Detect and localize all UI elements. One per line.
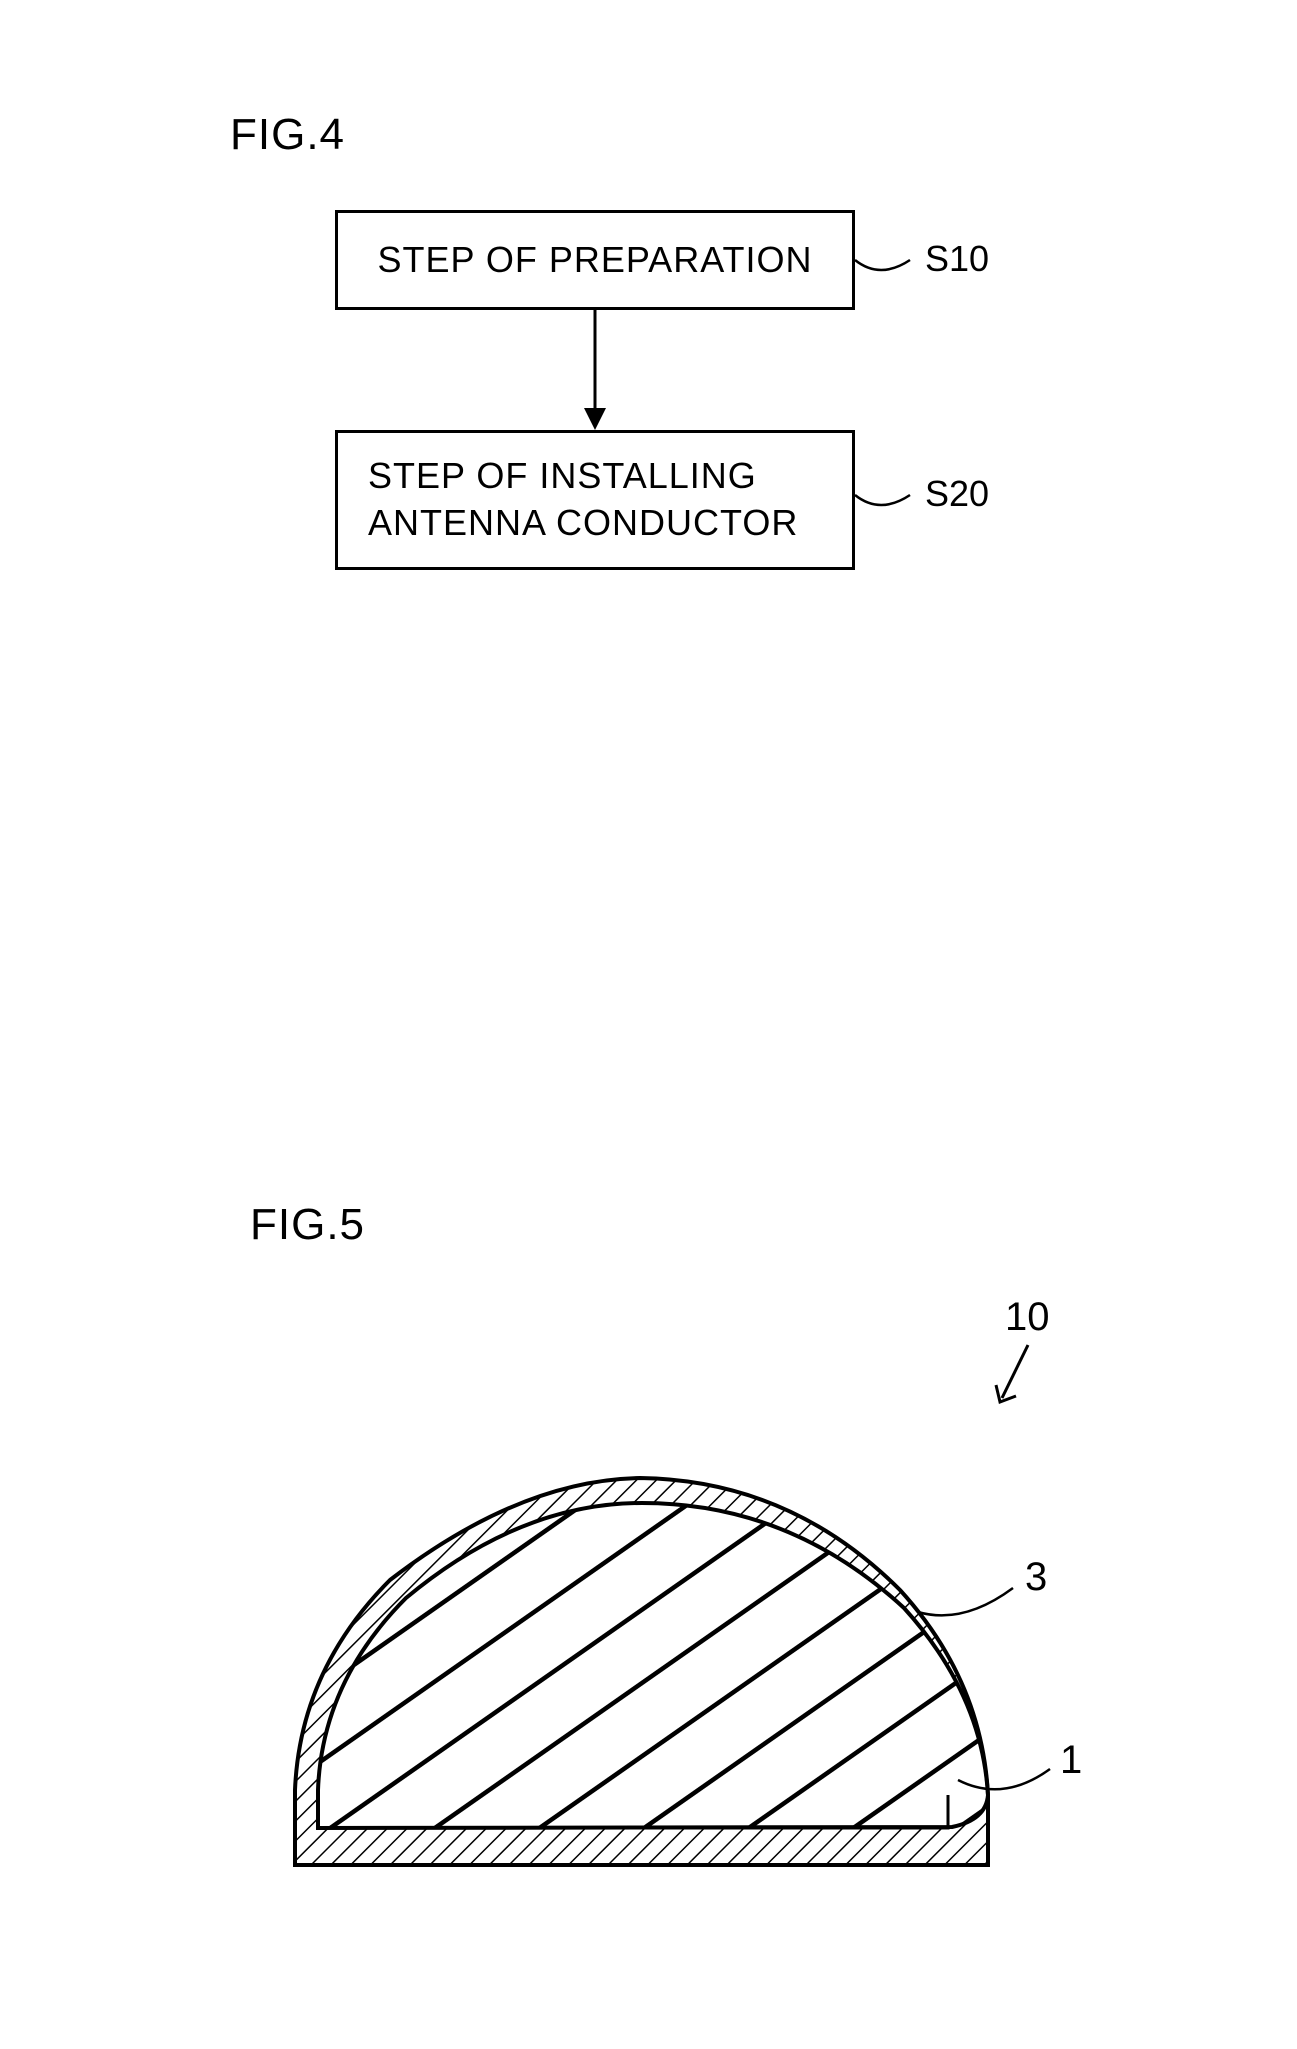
fig5-inner-body xyxy=(318,1503,988,1828)
fig4-label: FIG.4 xyxy=(230,110,345,160)
fig4-step1-text: STEP OF PREPARATION xyxy=(377,237,812,284)
fig5-assembly-ref: 10 xyxy=(1005,1295,1050,1340)
fig5-callout-outer: 3 xyxy=(1025,1555,1047,1600)
fig4-step2-line1: STEP OF INSTALLING xyxy=(368,453,798,500)
fig5-assembly-arrow-icon xyxy=(990,1340,1050,1420)
fig4-step-installing: STEP OF INSTALLING ANTENNA CONDUCTOR xyxy=(335,430,855,570)
fig4-arrow xyxy=(580,310,620,435)
fig4-step1-leader xyxy=(855,245,935,285)
fig4-step2-leader xyxy=(855,480,935,520)
fig5-label: FIG.5 xyxy=(250,1200,365,1250)
fig4-step1-id: S10 xyxy=(925,238,989,280)
fig4-step2-id: S20 xyxy=(925,473,989,515)
fig4-step-preparation: STEP OF PREPARATION xyxy=(335,210,855,310)
fig5-callout-inner: 1 xyxy=(1060,1738,1082,1783)
fig5-cross-section xyxy=(210,1470,1070,1920)
fig4-step2-line2: ANTENNA CONDUCTOR xyxy=(368,500,798,547)
